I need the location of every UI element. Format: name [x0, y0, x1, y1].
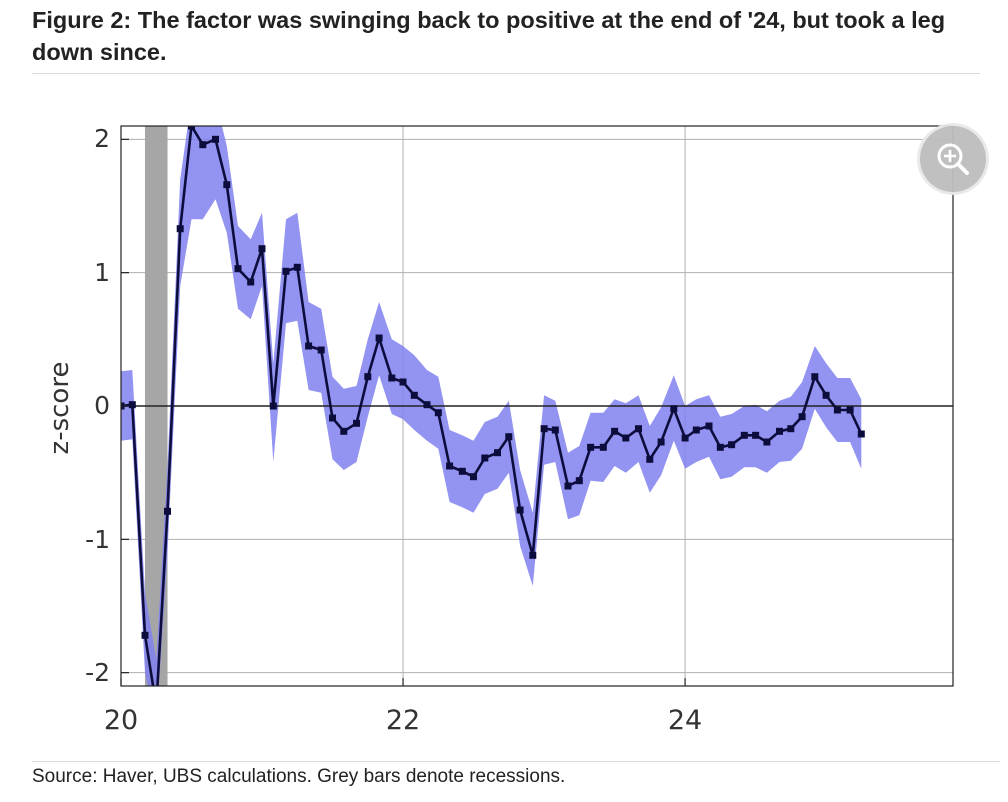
data-point — [529, 551, 537, 559]
data-point — [681, 434, 689, 442]
data-point — [798, 413, 806, 421]
data-point — [388, 374, 396, 382]
x-tick-label-22: 22 — [386, 705, 420, 736]
data-point — [740, 431, 748, 439]
data-point — [670, 405, 678, 413]
data-markers — [121, 126, 865, 710]
data-point — [763, 438, 771, 446]
data-point — [375, 334, 383, 342]
data-point — [494, 449, 501, 457]
data-point — [811, 373, 819, 381]
data-point — [423, 401, 431, 409]
data-point — [776, 427, 783, 435]
zscore-line — [121, 126, 863, 686]
title-divider — [32, 73, 980, 74]
data-point — [353, 419, 360, 427]
data-point — [176, 225, 184, 233]
y-tick-label-1: 1 — [94, 258, 110, 287]
data-point — [446, 462, 454, 470]
chart: 2 1 0 -1 -2 20 22 24 z-score — [45, 124, 954, 736]
data-point — [846, 406, 854, 414]
source-divider — [32, 761, 1000, 762]
data-point — [752, 431, 760, 439]
data-point — [728, 441, 736, 449]
x-tick-label-24: 24 — [668, 705, 702, 736]
axis-ticks — [120, 138, 686, 686]
y-tick-label-neg1: -1 — [85, 525, 110, 554]
data-point — [857, 430, 865, 438]
data-point — [716, 443, 724, 451]
data-point — [692, 426, 700, 434]
x-tick-label-20: 20 — [104, 705, 138, 736]
source-note: Source: Haver, UBS calculations. Grey ba… — [32, 766, 566, 787]
data-point — [833, 406, 841, 414]
data-point — [622, 434, 630, 442]
data-point — [787, 425, 795, 433]
data-point — [234, 265, 242, 273]
data-point — [540, 425, 548, 433]
y-tick-label-neg2: -2 — [85, 658, 110, 687]
data-point — [611, 427, 619, 435]
data-point — [575, 477, 583, 485]
data-point — [258, 245, 266, 253]
zoom-in-icon — [937, 143, 969, 175]
data-point — [305, 342, 313, 350]
data-point — [564, 482, 572, 490]
data-point — [223, 181, 231, 189]
data-point — [587, 443, 595, 451]
data-point — [282, 267, 290, 275]
y-tick-label-0: 0 — [94, 391, 110, 420]
data-point — [635, 425, 642, 433]
data-point — [269, 402, 277, 410]
data-point — [153, 703, 160, 710]
data-point — [141, 631, 149, 639]
data-point — [212, 135, 219, 143]
data-point — [128, 401, 136, 409]
data-point — [657, 438, 665, 446]
data-point — [410, 391, 418, 399]
data-point — [317, 346, 325, 354]
data-point — [599, 443, 607, 451]
data-point — [247, 278, 255, 286]
data-point — [164, 507, 171, 515]
data-point — [458, 467, 466, 475]
y-tick-label-2: 2 — [94, 124, 110, 153]
data-point — [705, 422, 713, 430]
data-point — [188, 126, 195, 130]
figure-title: Figure 2: The factor was swinging back t… — [32, 7, 946, 65]
data-point — [434, 409, 442, 417]
data-point — [481, 454, 489, 462]
data-point — [340, 427, 348, 435]
data-point — [199, 141, 207, 149]
data-point — [822, 391, 830, 399]
data-point — [293, 263, 301, 271]
data-point — [399, 378, 407, 386]
data-point — [470, 473, 477, 481]
data-point — [551, 426, 559, 434]
y-axis-label: z-score — [45, 362, 75, 455]
data-point — [364, 373, 372, 381]
data-point — [516, 506, 524, 514]
zoom-button[interactable] — [920, 126, 986, 192]
data-point — [646, 455, 654, 463]
data-point — [505, 433, 513, 441]
data-point — [329, 414, 336, 422]
